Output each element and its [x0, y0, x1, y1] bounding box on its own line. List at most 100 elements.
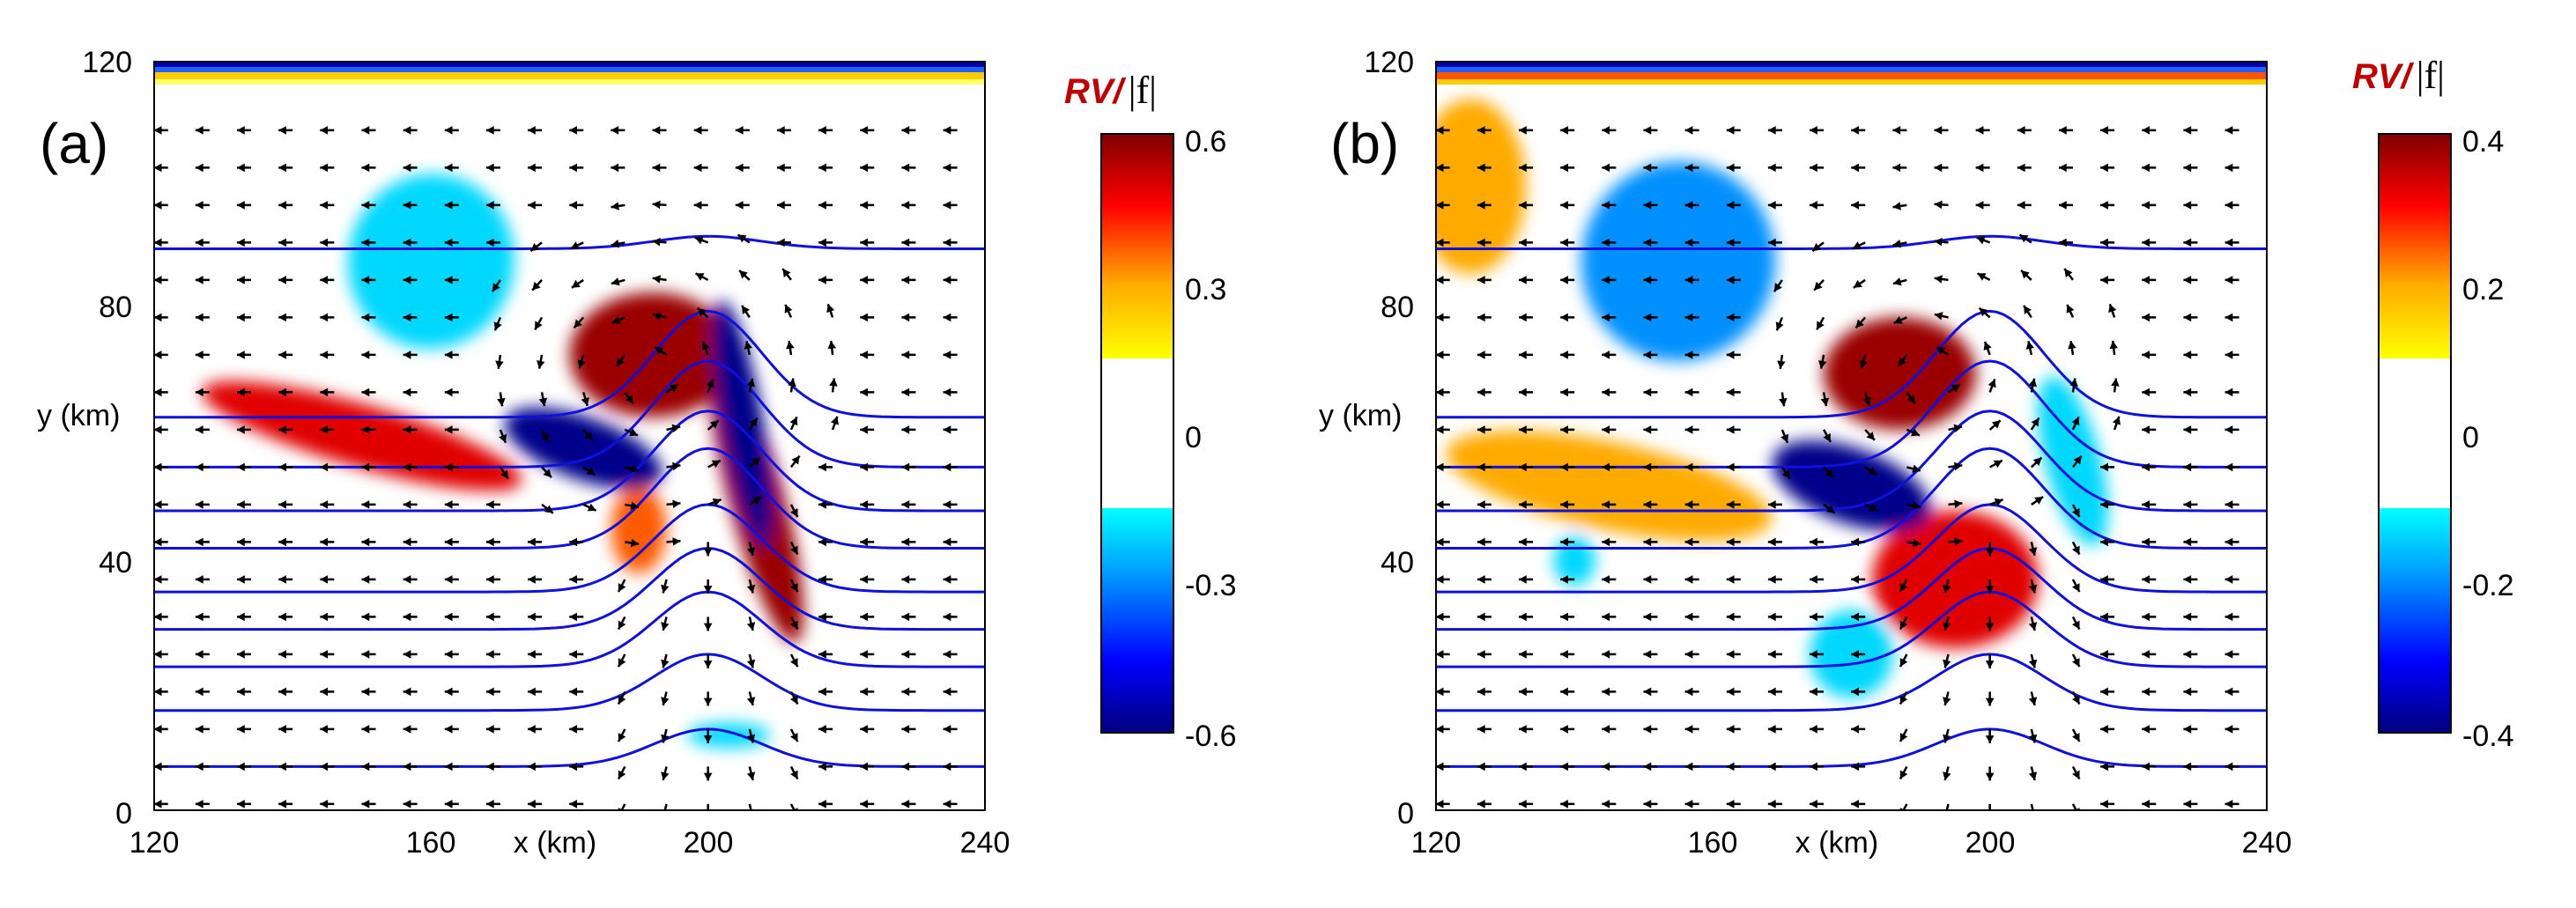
velocity-arrow-0-98	[901, 650, 916, 659]
velocity-arrow-0-305	[361, 238, 376, 247]
velocity-arrow-1-279	[2224, 313, 2239, 322]
velocity-arrow-0-49	[528, 725, 543, 734]
x-ticks-a: 120 160 200 240	[130, 826, 1010, 860]
velocity-arrow-1-62	[1519, 687, 1534, 697]
velocity-arrow-0-369	[528, 126, 543, 135]
velocity-arrow-1-156	[2100, 537, 2115, 547]
x-tick-a-120: 120	[130, 826, 180, 860]
velocity-arrow-0-294	[738, 269, 751, 281]
velocity-arrow-1-333	[1975, 201, 1990, 210]
velocity-arrow-0-23	[278, 762, 293, 771]
velocity-arrow-1-218	[2183, 425, 2198, 434]
velocity-arrow-0-252	[654, 346, 668, 356]
velocity-arrow-0-247	[444, 351, 459, 359]
velocity-arrow-0-65	[361, 687, 376, 697]
velocity-arrow-1-297	[2142, 276, 2157, 284]
velocity-arrow-0-240	[154, 351, 168, 359]
velocity-arrow-1-378	[2183, 126, 2198, 135]
velocity-arrow-1-321	[1477, 201, 1492, 210]
velocity-arrow-1-128	[1767, 575, 1782, 584]
velocity-arrow-0-376	[818, 126, 833, 135]
velocity-arrow-1-85	[1643, 650, 1658, 659]
velocity-arrow-1-16	[2100, 800, 2115, 808]
colorbar-b: RV/|f| 0.4 0.2 0 -0.2 -0.4	[2352, 54, 2514, 753]
colorbar-scale-b	[2378, 133, 2452, 734]
vorticity-patch-1-7	[2038, 376, 2108, 546]
velocity-arrow-1-99	[2224, 650, 2239, 659]
velocity-arrow-0-346	[403, 163, 418, 173]
velocity-arrow-1-153	[1985, 542, 1995, 557]
velocity-arrow-0-214	[748, 417, 759, 431]
velocity-arrow-1-355	[2058, 163, 2073, 173]
velocity-arrow-1-284	[1602, 276, 1617, 284]
velocity-arrow-0-227	[444, 388, 459, 397]
velocity-arrow-1-33	[1985, 766, 1995, 781]
panel-a: (a) 120 80 40 0 y (km) 120 160 200 240 x…	[37, 46, 1237, 860]
velocity-arrow-1-188	[1780, 466, 1791, 480]
velocity-arrow-0-235	[788, 378, 796, 393]
streamline-0-0	[154, 727, 985, 768]
y-tick-b-80: 80	[1381, 291, 1414, 324]
velocity-arrow-1-302	[1519, 238, 1534, 247]
velocity-arrow-0-80	[154, 650, 168, 659]
velocity-arrow-0-40	[154, 725, 168, 734]
velocity-arrow-1-56	[2100, 725, 2115, 734]
velocity-arrow-1-175	[2071, 504, 2081, 518]
velocity-arrow-0-344	[320, 163, 335, 173]
x-tick-b-160: 160	[1688, 826, 1738, 860]
velocity-arrow-0-83	[278, 650, 293, 659]
velocity-arrow-0-135	[789, 579, 799, 593]
velocity-arrow-0-24	[320, 762, 335, 771]
velocity-arrow-1-48	[1767, 725, 1782, 734]
velocity-arrow-1-134	[2028, 579, 2038, 594]
velocity-arrow-0-241	[195, 351, 210, 359]
velocity-arrow-1-266	[1684, 313, 1699, 322]
velocity-arrow-0-348	[485, 163, 500, 173]
velocity-arrow-0-102	[237, 612, 252, 622]
velocity-arrow-0-261	[195, 313, 210, 322]
velocity-arrow-0-212	[666, 424, 681, 433]
y-tick-a-80: 80	[99, 291, 132, 324]
velocity-arrow-0-60	[154, 687, 168, 697]
velocity-arrow-0-58	[901, 725, 916, 734]
velocity-arrow-0-318	[901, 238, 916, 247]
velocity-arrow-0-111	[617, 616, 626, 631]
velocity-arrow-0-166	[403, 500, 418, 509]
velocity-arrow-1-55	[2071, 728, 2081, 742]
velocity-arrow-0-202	[237, 425, 252, 434]
velocity-arrow-1-131	[1899, 579, 1908, 593]
velocity-arrow-0-370	[569, 126, 584, 135]
velocity-arrow-0-32	[661, 766, 670, 781]
velocity-arrow-1-375	[2058, 126, 2073, 135]
velocity-arrow-0-153	[703, 542, 713, 557]
velocity-arrow-1-168	[1767, 500, 1782, 509]
velocity-arrow-0-105	[361, 612, 376, 622]
velocity-arrow-0-201	[195, 425, 210, 434]
velocity-arrow-1-209	[1822, 429, 1832, 443]
velocity-arrow-0-209	[540, 429, 551, 443]
velocity-arrow-1-63	[1560, 687, 1575, 697]
y-tick-b-0: 0	[1397, 797, 1414, 830]
velocity-arrow-0-297	[860, 276, 875, 284]
velocity-arrow-1-98	[2183, 650, 2198, 659]
velocity-arrow-0-99	[943, 650, 958, 659]
vorticity-patch-0-4	[504, 407, 663, 490]
velocity-arrow-1-51	[1899, 728, 1908, 742]
velocity-arrow-0-182	[237, 462, 252, 472]
velocity-arrow-1-345	[1643, 163, 1658, 173]
velocity-arrow-0-88	[485, 650, 500, 659]
velocity-arrow-0-39	[943, 762, 958, 771]
velocity-arrow-1-240	[1436, 351, 1450, 359]
velocity-arrow-0-36	[818, 762, 833, 771]
velocity-arrow-1-314	[2018, 233, 2032, 244]
streamline-0-6	[154, 410, 985, 513]
velocity-arrow-1-101	[1477, 612, 1492, 622]
velocity-arrow-0-332	[652, 200, 667, 210]
velocity-arrow-1-344	[1602, 163, 1617, 173]
velocity-arrow-0-192	[666, 461, 681, 471]
velocity-arrow-1-38	[2183, 762, 2198, 771]
velocity-arrow-0-196	[818, 462, 833, 472]
velocity-arrow-0-128	[485, 575, 500, 584]
velocity-arrow-1-1	[1477, 800, 1492, 808]
velocity-arrow-0-107	[444, 612, 459, 622]
